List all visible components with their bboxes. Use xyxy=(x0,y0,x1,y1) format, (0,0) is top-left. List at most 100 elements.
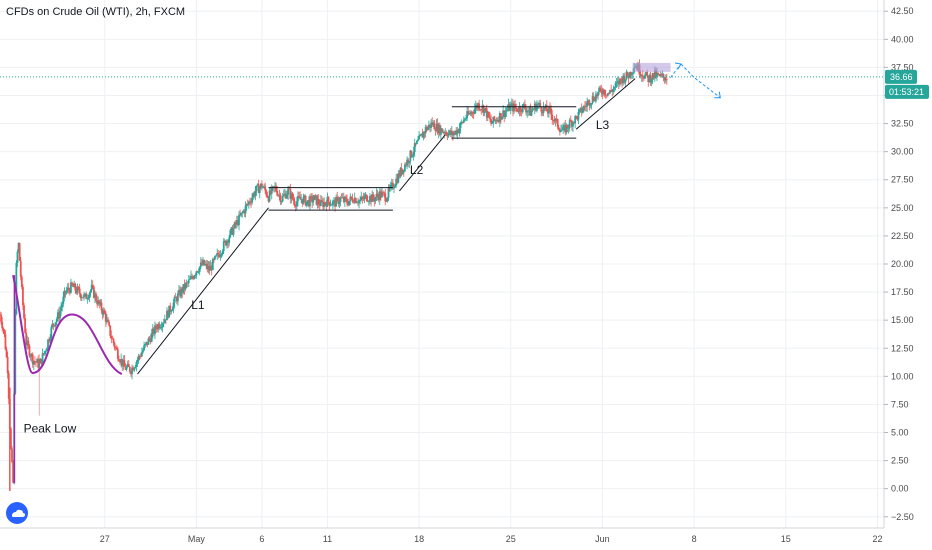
candle-body xyxy=(489,117,491,120)
candle-body xyxy=(67,287,70,290)
y-tick-label: −2.50 xyxy=(891,512,914,522)
candle-body xyxy=(452,131,454,136)
candle-body xyxy=(16,251,19,263)
candle-body xyxy=(651,72,654,80)
candle-body xyxy=(137,355,140,360)
candle-body xyxy=(395,178,398,186)
candle-body xyxy=(83,294,85,298)
candle-body xyxy=(601,92,604,94)
candle-body xyxy=(62,296,65,305)
candle-body xyxy=(51,323,54,328)
candle-body xyxy=(612,88,615,92)
candle-body xyxy=(144,344,147,346)
candle-body xyxy=(501,116,503,120)
candle-body xyxy=(220,254,223,255)
candle-body xyxy=(209,265,212,271)
candle-body xyxy=(214,256,216,260)
candle-body xyxy=(520,111,523,113)
candle-body xyxy=(584,106,586,107)
candle-body xyxy=(618,78,621,85)
candle-body xyxy=(201,262,203,265)
candle-body xyxy=(10,428,12,449)
candle-body xyxy=(101,310,104,315)
candle-body xyxy=(363,196,366,200)
x-tick: 11 xyxy=(323,534,332,544)
candle-body xyxy=(6,357,9,374)
arrowhead-icon xyxy=(674,62,682,70)
candle-body xyxy=(543,106,546,109)
x-tick-label: 25 xyxy=(506,534,516,544)
candle-body xyxy=(104,313,107,322)
candle-body xyxy=(649,75,652,83)
candle-body xyxy=(459,122,462,129)
candle-body xyxy=(553,120,556,122)
x-tick-label: 11 xyxy=(323,534,332,544)
candle-body xyxy=(12,461,14,483)
candle-body xyxy=(147,338,150,345)
candle-body xyxy=(259,183,262,188)
candle-body xyxy=(401,169,404,174)
tradingview-logo[interactable] xyxy=(6,502,28,524)
x-tick: 25 xyxy=(506,534,516,544)
candle-body xyxy=(278,194,281,196)
candle-body xyxy=(420,133,423,136)
candle-body xyxy=(460,122,463,123)
candle-body xyxy=(235,220,238,225)
candle-body xyxy=(351,198,354,202)
candle-body xyxy=(182,284,185,293)
candle-body xyxy=(300,199,303,201)
candle-body xyxy=(469,113,472,115)
candle-body xyxy=(613,87,616,89)
candle-body xyxy=(346,198,348,204)
candle-body xyxy=(195,271,198,275)
candle-body xyxy=(522,104,525,105)
candle-body xyxy=(24,318,27,333)
candle-body xyxy=(497,119,500,123)
candle-body xyxy=(307,200,310,207)
candle-body xyxy=(140,352,143,357)
candle-body xyxy=(115,347,118,350)
trend-line-l2 xyxy=(399,134,446,192)
candle-body xyxy=(508,104,511,111)
candle-body xyxy=(35,361,37,363)
candle-body xyxy=(352,201,355,203)
candle-body xyxy=(243,210,246,214)
candle-body xyxy=(84,293,87,295)
candle-body xyxy=(355,202,358,204)
candle-body xyxy=(266,195,269,198)
candle-body xyxy=(652,72,655,78)
candle-body xyxy=(43,351,46,354)
candle-body xyxy=(433,122,436,130)
candle-body xyxy=(172,302,175,310)
candle-body xyxy=(82,297,84,299)
candle-body xyxy=(86,298,89,300)
x-tick: 27 xyxy=(100,534,110,544)
candle-body xyxy=(227,240,229,243)
candle-body xyxy=(73,283,76,288)
y-tick-label: 10.00 xyxy=(891,371,914,381)
candle-body xyxy=(623,75,626,83)
candle-body xyxy=(549,107,551,109)
candle-body xyxy=(31,354,34,365)
candle-body xyxy=(458,128,461,133)
candle-body xyxy=(398,173,401,177)
candle-body xyxy=(391,182,394,189)
candle-body xyxy=(19,260,22,277)
candle-body xyxy=(192,277,195,279)
candle-body xyxy=(274,185,276,188)
candle-body xyxy=(481,105,484,110)
time-axis[interactable]: 27 May 6 11 18 25 Jun 8 15 22 xyxy=(100,534,883,544)
candle-body xyxy=(154,325,156,335)
candle-body xyxy=(130,371,132,375)
candle-body xyxy=(219,254,222,257)
candle-body xyxy=(483,108,486,114)
candle-body xyxy=(17,243,20,252)
y-tick-label: 15.00 xyxy=(891,315,914,325)
y-tick: 42.50 xyxy=(884,6,914,16)
candle-body xyxy=(471,112,474,114)
candle-body xyxy=(102,310,105,315)
cloud-icon xyxy=(12,509,25,517)
candle-body xyxy=(620,78,622,80)
candle-body xyxy=(632,72,634,74)
